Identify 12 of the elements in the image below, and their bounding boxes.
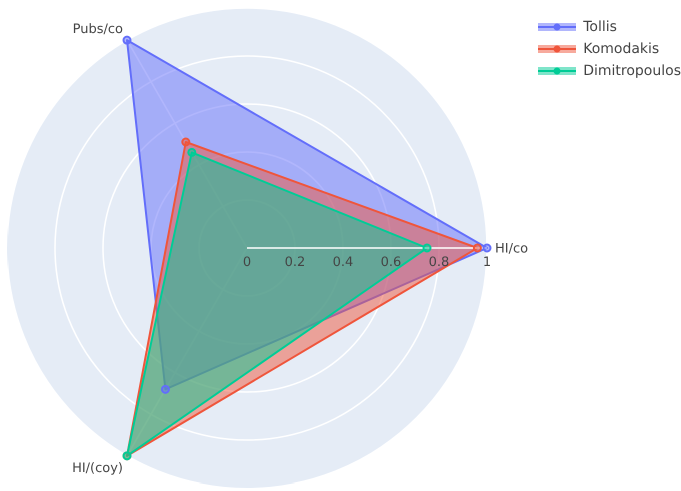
legend-label: Dimitropoulos [583, 63, 681, 79]
y-tick-label: 0.8 [428, 255, 450, 270]
legend-label: Komodakis [583, 41, 660, 57]
legend-label: Tollis [583, 19, 617, 35]
spoke-label: HI/(coy) [72, 461, 123, 476]
y-tick-label: 0 [242, 255, 252, 270]
spoke-label: Pubs/co [72, 22, 124, 38]
y-tick-label: 0.4 [332, 255, 354, 270]
spoke-label: HI/co [495, 242, 528, 257]
y-tick-label: 1 [482, 255, 492, 270]
y-tick-label: 0.2 [284, 255, 306, 270]
y-tick-label: 0.6 [380, 255, 402, 270]
